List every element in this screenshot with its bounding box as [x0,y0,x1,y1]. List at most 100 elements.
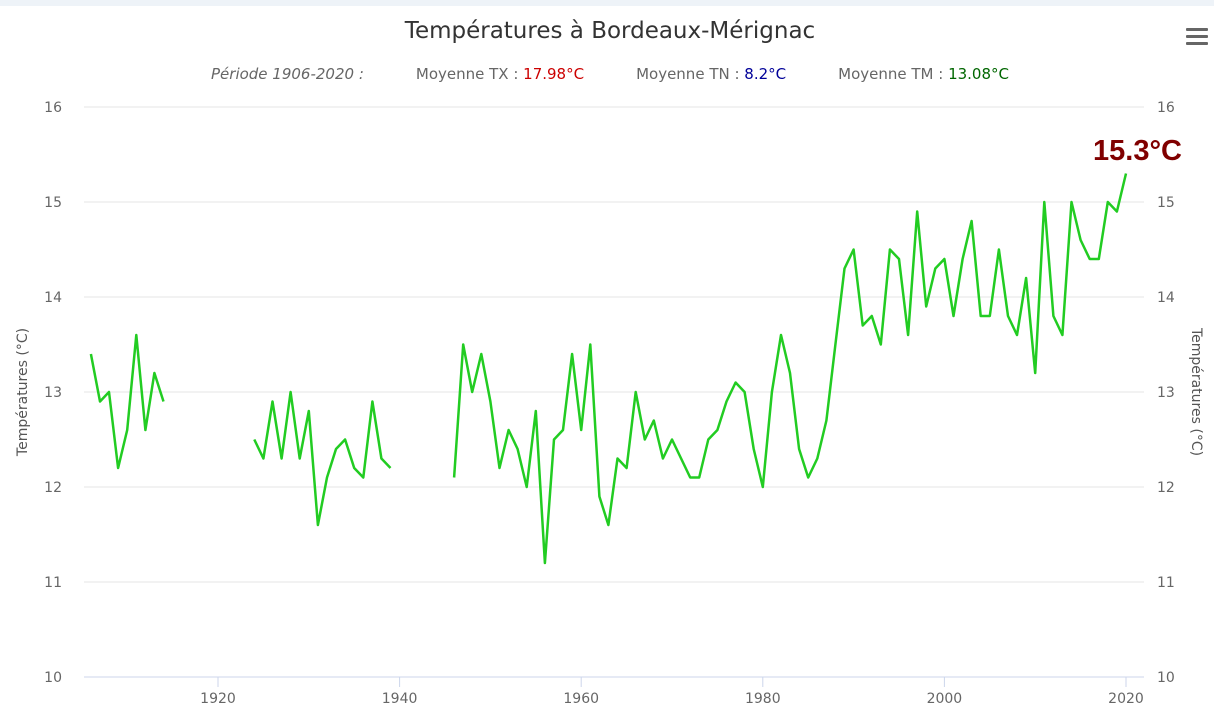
data-point[interactable] [742,389,748,395]
data-point[interactable] [1123,171,1129,177]
data-point[interactable] [97,399,103,405]
data-point[interactable] [914,209,920,215]
data-point[interactable] [506,427,512,433]
data-point[interactable] [515,446,521,452]
data-point[interactable] [751,446,757,452]
data-point[interactable] [905,332,911,338]
data-point[interactable] [723,399,729,405]
data-point[interactable] [778,332,784,338]
data-point[interactable] [106,389,112,395]
data-point[interactable] [1014,332,1020,338]
data-point[interactable] [460,342,466,348]
data-point[interactable] [823,418,829,424]
data-point[interactable] [1041,199,1047,205]
data-point[interactable] [760,484,766,490]
data-point[interactable] [279,456,285,462]
data-point[interactable] [487,399,493,405]
data-point[interactable] [787,370,793,376]
data-point[interactable] [496,465,502,471]
data-point[interactable] [796,446,802,452]
data-point[interactable] [360,475,366,481]
data-point[interactable] [923,304,929,310]
data-point[interactable] [987,313,993,319]
data-point[interactable] [669,437,675,443]
data-point[interactable] [860,323,866,329]
data-point[interactable] [333,446,339,452]
data-point[interactable] [633,389,639,395]
data-point[interactable] [369,399,375,405]
data-point[interactable] [941,256,947,262]
data-point[interactable] [306,408,312,414]
data-point[interactable] [524,484,530,490]
data-point[interactable] [1050,313,1056,319]
data-point[interactable] [115,465,121,471]
data-point[interactable] [896,256,902,262]
data-point[interactable] [587,342,593,348]
data-point[interactable] [251,437,257,443]
data-point[interactable] [615,456,621,462]
data-point[interactable] [805,475,811,481]
data-point[interactable] [1096,256,1102,262]
data-point[interactable] [814,456,820,462]
data-point[interactable] [124,427,130,433]
data-point[interactable] [869,313,875,319]
data-point[interactable] [378,456,384,462]
data-point[interactable] [297,456,303,462]
data-point[interactable] [478,351,484,357]
data-point[interactable] [1032,370,1038,376]
data-point[interactable] [978,313,984,319]
data-point[interactable] [542,560,548,566]
data-point[interactable] [605,522,611,528]
data-point[interactable] [324,475,330,481]
data-point[interactable] [578,427,584,433]
data-point[interactable] [705,437,711,443]
data-point[interactable] [678,456,684,462]
data-point[interactable] [161,399,167,405]
data-point[interactable] [560,427,566,433]
data-point[interactable] [1078,237,1084,243]
data-point[interactable] [1087,256,1093,262]
data-point[interactable] [651,418,657,424]
data-point[interactable] [1059,332,1065,338]
data-point[interactable] [260,456,266,462]
data-point[interactable] [878,342,884,348]
data-point[interactable] [1005,313,1011,319]
data-point[interactable] [269,399,275,405]
data-point[interactable] [142,427,148,433]
data-point[interactable] [960,256,966,262]
data-point[interactable] [315,522,321,528]
data-point[interactable] [932,266,938,272]
data-point[interactable] [624,465,630,471]
data-point[interactable] [851,247,857,253]
data-point[interactable] [533,408,539,414]
data-point[interactable] [288,389,294,395]
data-point[interactable] [551,437,557,443]
data-point[interactable] [1023,275,1029,281]
data-point[interactable] [569,351,575,357]
data-point[interactable] [88,351,94,357]
data-point[interactable] [133,332,139,338]
data-point[interactable] [1114,209,1120,215]
data-point[interactable] [887,247,893,253]
data-point[interactable] [1069,199,1075,205]
data-point[interactable] [469,389,475,395]
data-point[interactable] [733,380,739,386]
data-point[interactable] [151,370,157,376]
data-point[interactable] [832,342,838,348]
data-point[interactable] [687,475,693,481]
data-point[interactable] [451,475,457,481]
hamburger-menu-icon[interactable] [1186,28,1208,49]
data-point[interactable] [596,494,602,500]
data-point[interactable] [1105,199,1111,205]
data-point[interactable] [769,389,775,395]
data-point[interactable] [696,475,702,481]
data-point[interactable] [996,247,1002,253]
data-point[interactable] [351,465,357,471]
data-point[interactable] [342,437,348,443]
data-point[interactable] [950,313,956,319]
data-point[interactable] [642,437,648,443]
data-point[interactable] [969,218,975,224]
data-point[interactable] [714,427,720,433]
data-point[interactable] [842,266,848,272]
data-point[interactable] [660,456,666,462]
